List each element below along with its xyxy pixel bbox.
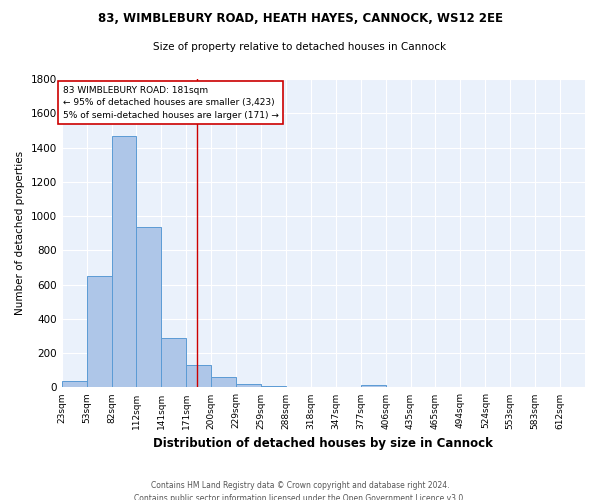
Bar [261,386,286,388]
Text: 83, WIMBLEBURY ROAD, HEATH HAYES, CANNOCK, WS12 2EE: 83, WIMBLEBURY ROAD, HEATH HAYES, CANNOC… [97,12,503,26]
Bar [336,386,361,388]
Bar [236,384,261,388]
Bar [361,386,386,388]
Text: Size of property relative to detached houses in Cannock: Size of property relative to detached ho… [154,42,446,52]
Text: Contains HM Land Registry data © Crown copyright and database right 2024.: Contains HM Land Registry data © Crown c… [151,481,449,490]
Bar [112,136,136,388]
Bar [211,377,236,388]
Text: Contains public sector information licensed under the Open Government Licence v3: Contains public sector information licen… [134,494,466,500]
Text: 83 WIMBLEBURY ROAD: 181sqm
← 95% of detached houses are smaller (3,423)
5% of se: 83 WIMBLEBURY ROAD: 181sqm ← 95% of deta… [62,86,278,120]
Bar [86,276,112,388]
Bar [136,227,161,388]
Bar [311,386,336,388]
Bar [186,365,211,388]
Y-axis label: Number of detached properties: Number of detached properties [15,151,25,316]
Bar [161,338,186,388]
Bar [62,382,86,388]
X-axis label: Distribution of detached houses by size in Cannock: Distribution of detached houses by size … [154,437,493,450]
Bar [286,386,311,388]
